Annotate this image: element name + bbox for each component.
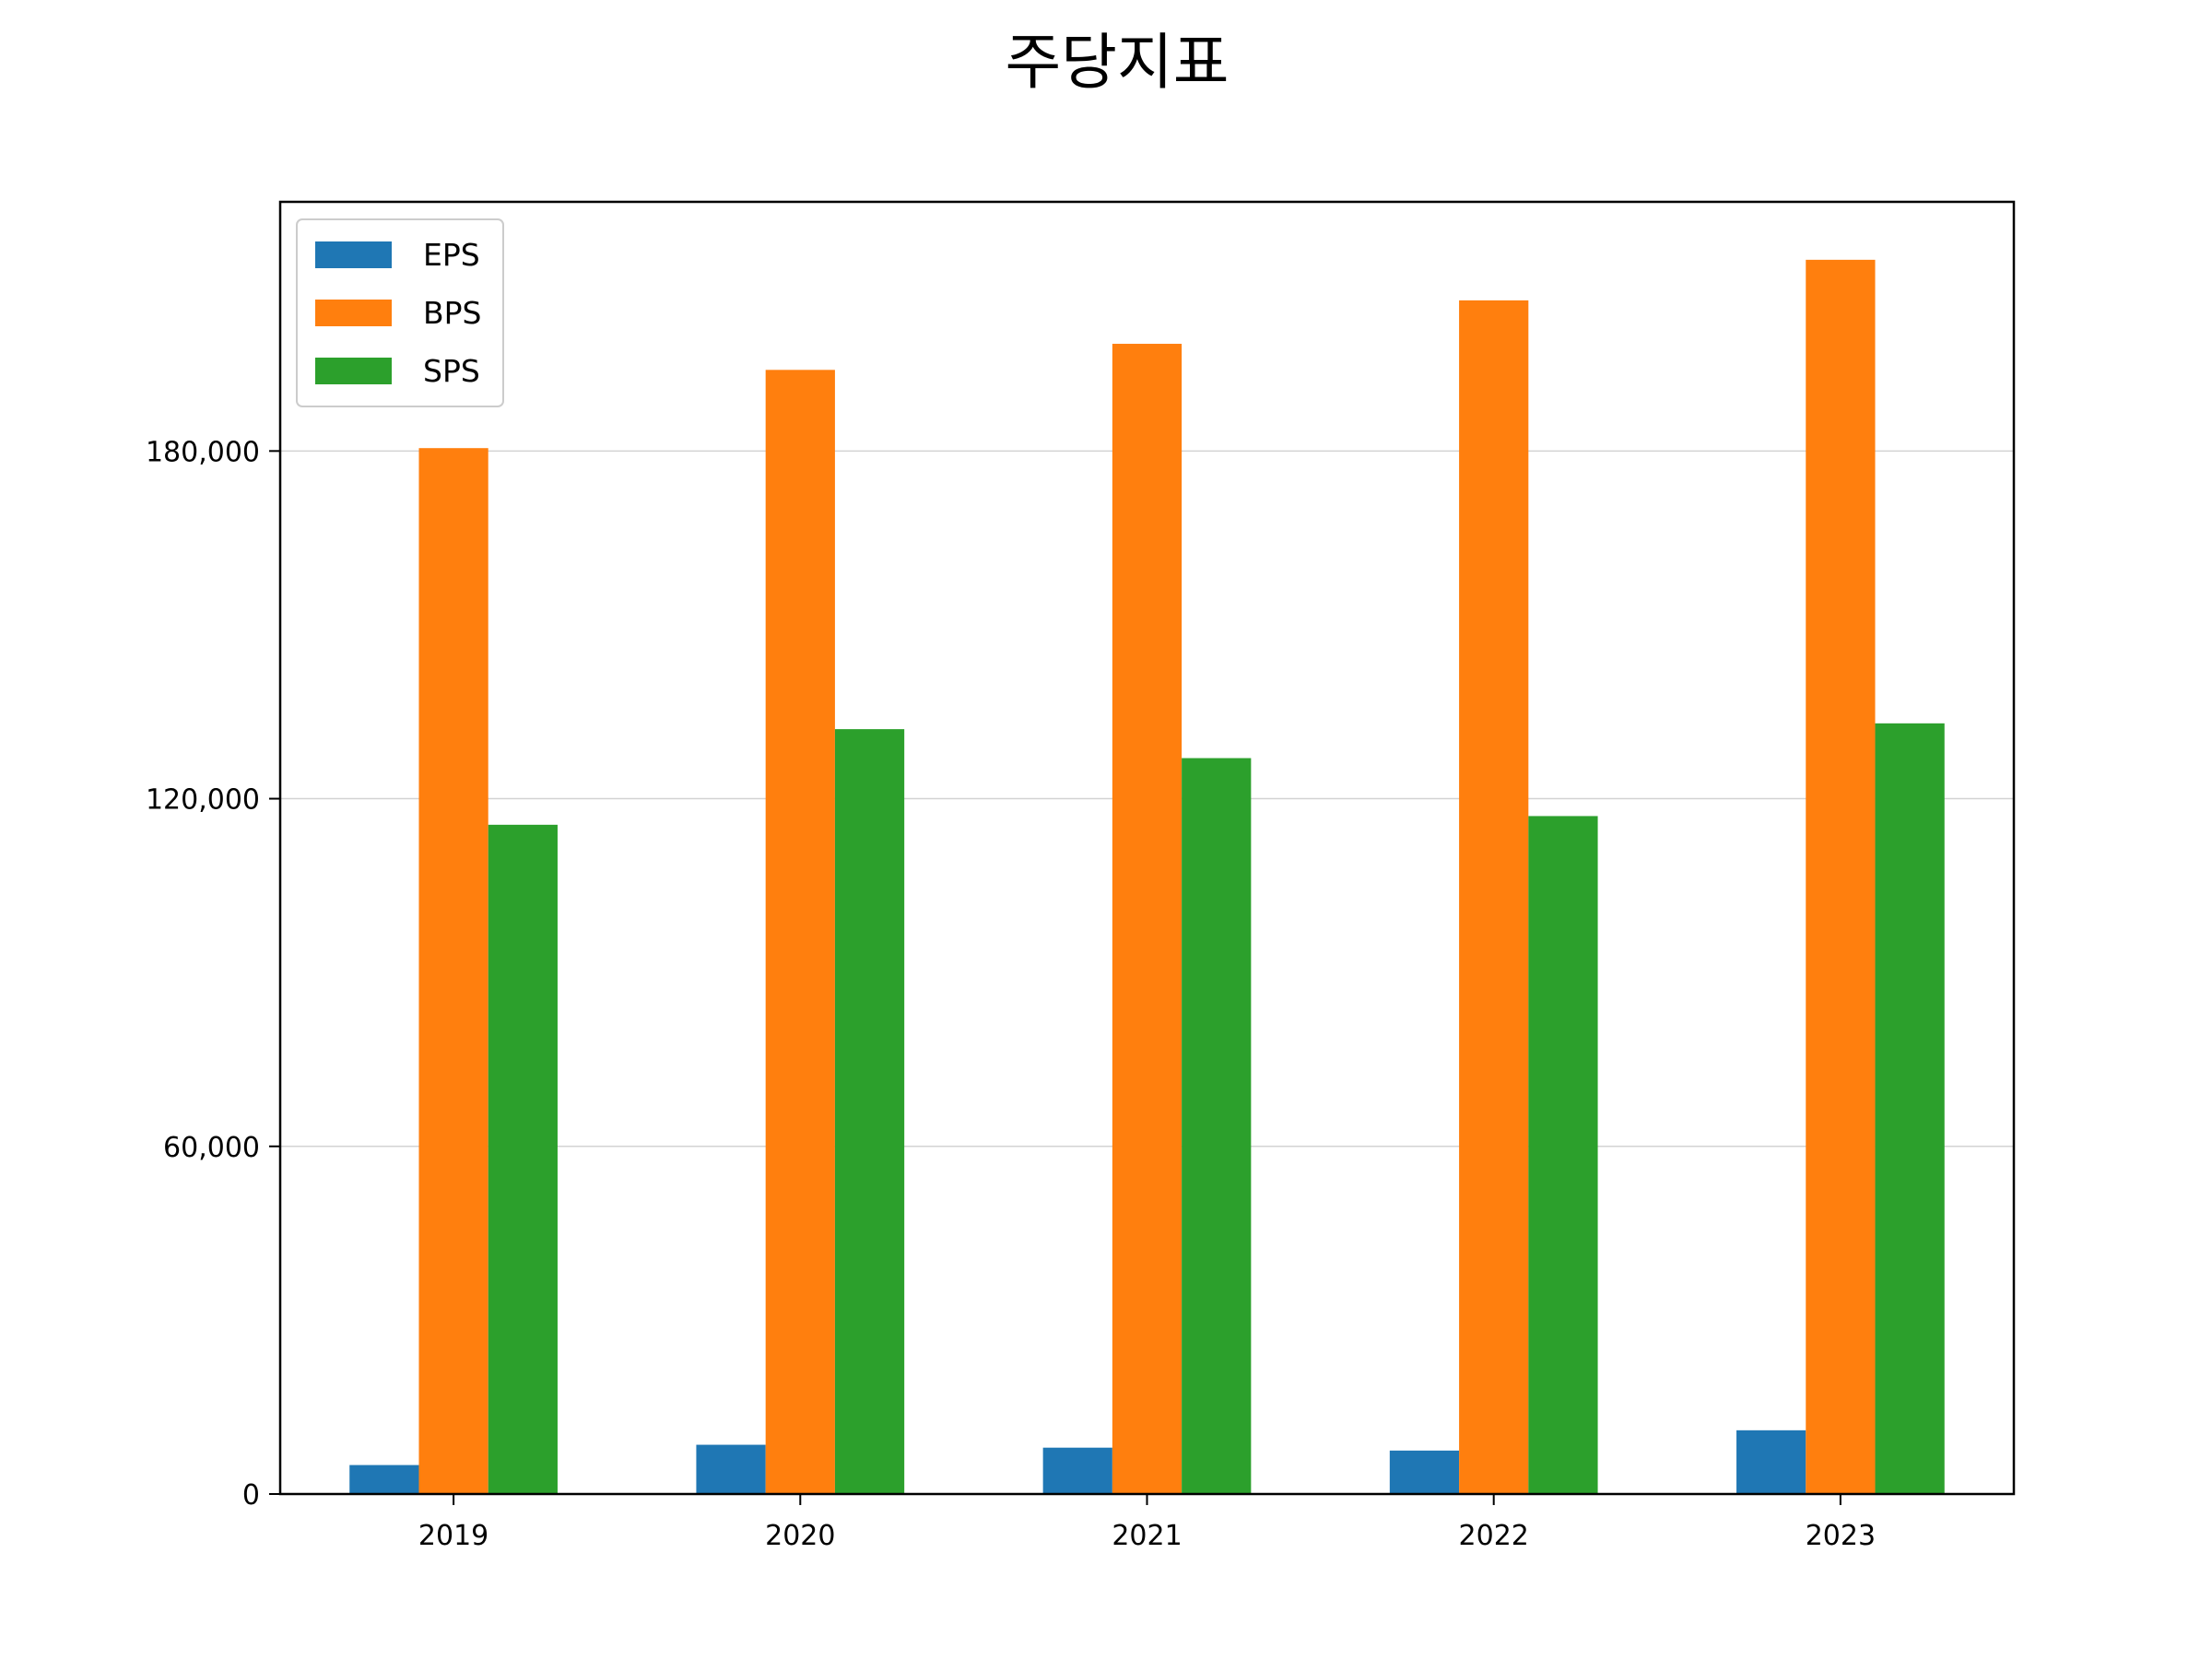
bar-sps bbox=[1528, 816, 1598, 1494]
legend-label-eps: EPS bbox=[423, 237, 480, 273]
legend-label-sps: SPS bbox=[423, 353, 480, 389]
bar-sps bbox=[488, 824, 558, 1494]
bar-eps bbox=[696, 1444, 766, 1494]
bars bbox=[349, 259, 1945, 1495]
y-tick-label: 120,000 bbox=[146, 784, 260, 817]
x-axis: 2019 2020 2021 2022 2023 bbox=[418, 1494, 1876, 1552]
bar-sps bbox=[1182, 758, 1252, 1494]
chart-title: 주당지표 bbox=[1006, 27, 1230, 98]
bar-eps bbox=[1736, 1430, 1806, 1494]
bar-sps bbox=[1875, 723, 1945, 1494]
bar-eps bbox=[349, 1465, 419, 1494]
y-tick-label: 60,000 bbox=[163, 1132, 260, 1164]
bar-eps bbox=[1389, 1450, 1460, 1494]
legend-swatch-sps bbox=[315, 358, 392, 384]
legend: EPS BPS SPS bbox=[296, 218, 504, 407]
x-tick-label: 2020 bbox=[765, 1520, 835, 1552]
bar-bps bbox=[1459, 300, 1529, 1495]
bar-bps bbox=[1112, 344, 1182, 1495]
y-tick-label: 0 bbox=[242, 1479, 260, 1512]
legend-label-bps: BPS bbox=[423, 295, 482, 331]
bar-bps bbox=[765, 370, 835, 1494]
bar-eps bbox=[1042, 1447, 1112, 1494]
y-tick-label: 180,000 bbox=[146, 436, 260, 468]
legend-swatch-bps bbox=[315, 300, 392, 326]
x-tick-label: 2022 bbox=[1459, 1520, 1529, 1552]
bar-sps bbox=[834, 729, 905, 1494]
bar-bps bbox=[418, 448, 488, 1495]
legend-swatch-eps bbox=[315, 241, 392, 268]
y-axis: 0 60,000 120,000 180,000 bbox=[146, 436, 280, 1512]
x-tick-label: 2021 bbox=[1112, 1520, 1182, 1552]
bar-bps bbox=[1806, 259, 1876, 1494]
x-tick-label: 2019 bbox=[418, 1520, 488, 1552]
x-tick-label: 2023 bbox=[1806, 1520, 1876, 1552]
